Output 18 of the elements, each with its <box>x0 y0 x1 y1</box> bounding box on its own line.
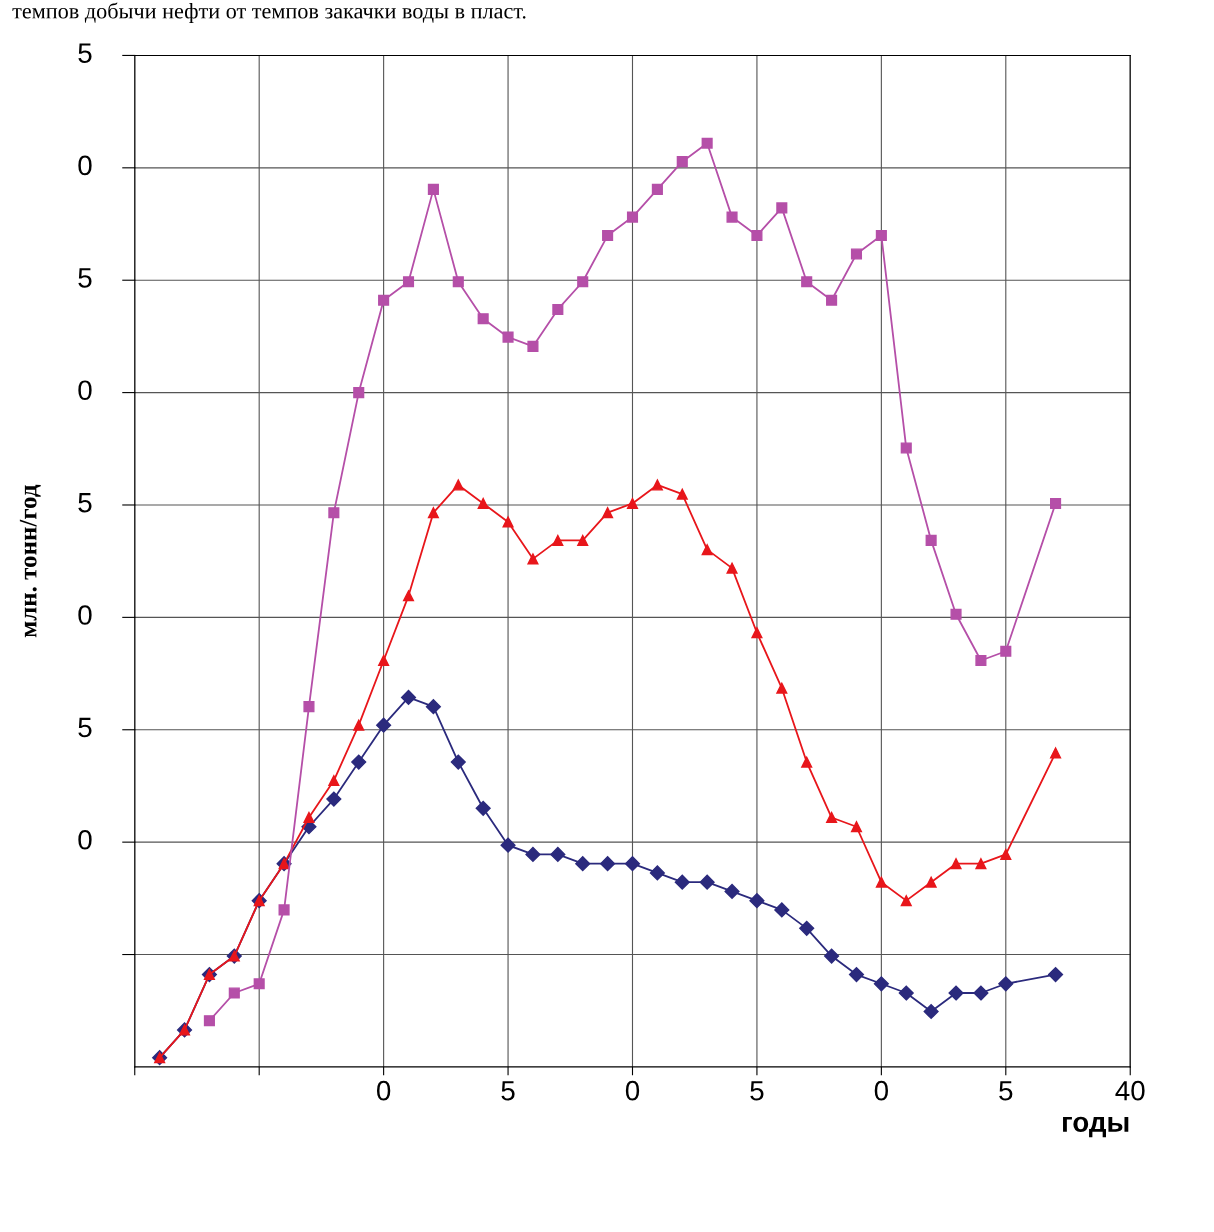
text: 0 <box>78 155 92 176</box>
text: 5 <box>78 268 92 288</box>
text: 5 <box>78 493 92 513</box>
text: 5 <box>78 717 92 738</box>
x-tick-label: 40 <box>1115 1080 1145 1101</box>
x-tick-label: 5 <box>750 1081 764 1101</box>
x-tick-label: 0 <box>625 1080 640 1101</box>
text: 0 <box>78 605 92 625</box>
x-tick-label: 0 <box>376 1080 391 1101</box>
text: 0 <box>78 380 92 401</box>
x-tick-label: 0 <box>874 1080 888 1101</box>
x-tick-label: 5 <box>501 1081 515 1101</box>
x-tick-label: 5 <box>999 1081 1013 1101</box>
x-axis-title: годы <box>1063 1116 1129 1138</box>
text: 0 <box>78 829 92 850</box>
text: 5 <box>78 43 92 63</box>
chart-title: темпов добычи нефти от темпов закачки воды в пласт. <box>12 2 526 24</box>
y-axis-title: млн. тонн/год <box>19 484 41 638</box>
